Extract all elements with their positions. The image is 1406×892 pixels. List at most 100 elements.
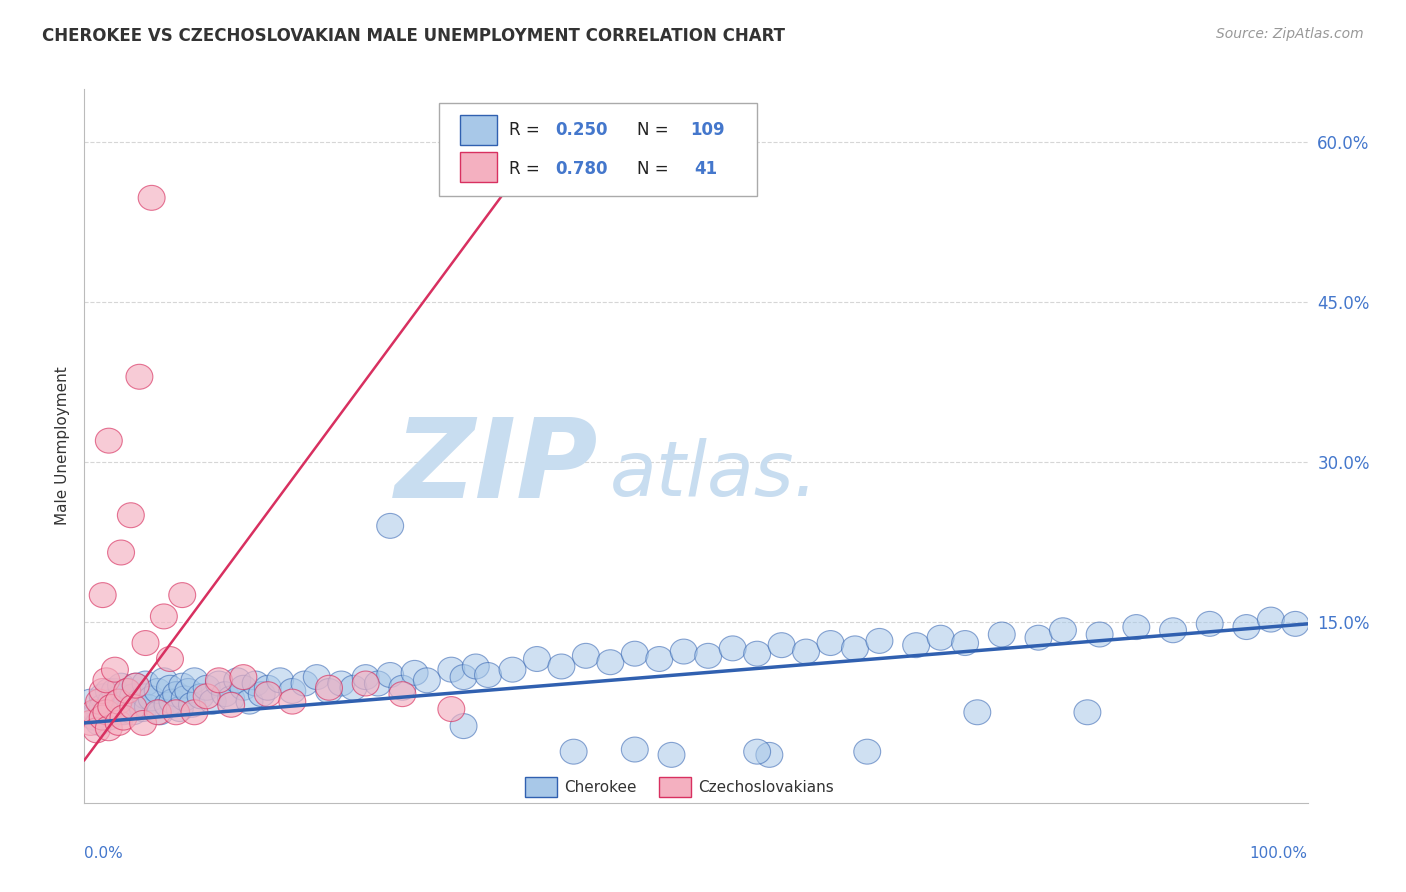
Ellipse shape [817,631,844,656]
Ellipse shape [146,700,174,724]
Ellipse shape [172,686,198,711]
Ellipse shape [475,663,502,688]
Ellipse shape [364,671,391,696]
Ellipse shape [89,684,117,709]
Text: 0.0%: 0.0% [84,846,124,861]
Ellipse shape [598,649,624,674]
Ellipse shape [328,671,354,696]
Ellipse shape [658,742,685,767]
Ellipse shape [304,665,330,690]
Ellipse shape [193,684,221,709]
Ellipse shape [793,639,820,664]
Ellipse shape [560,739,588,764]
Ellipse shape [93,700,120,724]
Ellipse shape [101,679,128,704]
Ellipse shape [249,681,276,706]
Ellipse shape [842,636,869,661]
Ellipse shape [499,657,526,682]
Ellipse shape [108,684,135,709]
FancyBboxPatch shape [460,152,496,182]
Ellipse shape [242,671,269,696]
Ellipse shape [988,622,1015,647]
Ellipse shape [965,700,991,724]
Ellipse shape [150,604,177,629]
Ellipse shape [98,690,125,714]
Ellipse shape [101,657,128,682]
Ellipse shape [315,675,343,700]
Ellipse shape [952,631,979,656]
Ellipse shape [572,643,599,668]
Ellipse shape [174,679,202,704]
Ellipse shape [105,700,132,724]
Ellipse shape [138,186,165,211]
Ellipse shape [224,668,250,693]
Ellipse shape [389,675,416,700]
FancyBboxPatch shape [524,777,557,797]
Ellipse shape [1123,615,1150,640]
Text: R =: R = [509,161,544,178]
Ellipse shape [156,647,183,672]
Ellipse shape [353,671,380,696]
FancyBboxPatch shape [460,115,496,145]
Ellipse shape [450,714,477,739]
Ellipse shape [145,700,172,724]
Ellipse shape [117,695,145,720]
Ellipse shape [181,700,208,724]
Ellipse shape [155,692,181,717]
Ellipse shape [744,739,770,764]
Ellipse shape [768,632,794,657]
Ellipse shape [110,706,136,730]
Ellipse shape [163,681,190,706]
Ellipse shape [1233,615,1260,640]
Ellipse shape [80,706,108,730]
Ellipse shape [169,582,195,607]
Ellipse shape [1282,611,1309,636]
Ellipse shape [200,690,226,714]
Ellipse shape [267,668,294,693]
Text: Cherokee: Cherokee [564,780,637,795]
Text: 100.0%: 100.0% [1250,846,1308,861]
Ellipse shape [117,503,145,528]
Ellipse shape [621,737,648,762]
Ellipse shape [205,668,232,693]
Text: CHEROKEE VS CZECHOSLOVAKIAN MALE UNEMPLOYMENT CORRELATION CHART: CHEROKEE VS CZECHOSLOVAKIAN MALE UNEMPLO… [42,27,785,45]
Ellipse shape [866,629,893,653]
Ellipse shape [353,665,380,690]
Ellipse shape [150,668,177,693]
Ellipse shape [96,679,122,704]
Ellipse shape [389,681,416,706]
Ellipse shape [523,647,550,672]
Ellipse shape [156,675,183,700]
Text: ZIP: ZIP [395,414,598,521]
Ellipse shape [315,679,343,704]
Ellipse shape [86,710,112,735]
Text: R =: R = [509,121,544,139]
Text: N =: N = [637,161,673,178]
Ellipse shape [80,700,108,724]
FancyBboxPatch shape [659,777,692,797]
Ellipse shape [1074,700,1101,724]
Ellipse shape [1160,618,1187,643]
Ellipse shape [291,671,318,696]
Ellipse shape [96,428,122,453]
Ellipse shape [179,692,205,717]
Ellipse shape [1087,622,1114,647]
Ellipse shape [377,663,404,688]
Ellipse shape [413,668,440,693]
Ellipse shape [129,710,156,735]
Ellipse shape [548,654,575,679]
Ellipse shape [236,690,263,714]
Ellipse shape [120,700,146,724]
Ellipse shape [127,690,153,714]
Ellipse shape [927,625,955,650]
Ellipse shape [621,641,648,666]
Ellipse shape [163,700,190,724]
Ellipse shape [254,675,281,700]
Ellipse shape [93,668,120,693]
Text: N =: N = [637,121,673,139]
Text: 109: 109 [690,121,724,139]
Text: 0.780: 0.780 [555,161,607,178]
Ellipse shape [114,679,141,704]
Ellipse shape [853,739,880,764]
Ellipse shape [437,657,465,682]
